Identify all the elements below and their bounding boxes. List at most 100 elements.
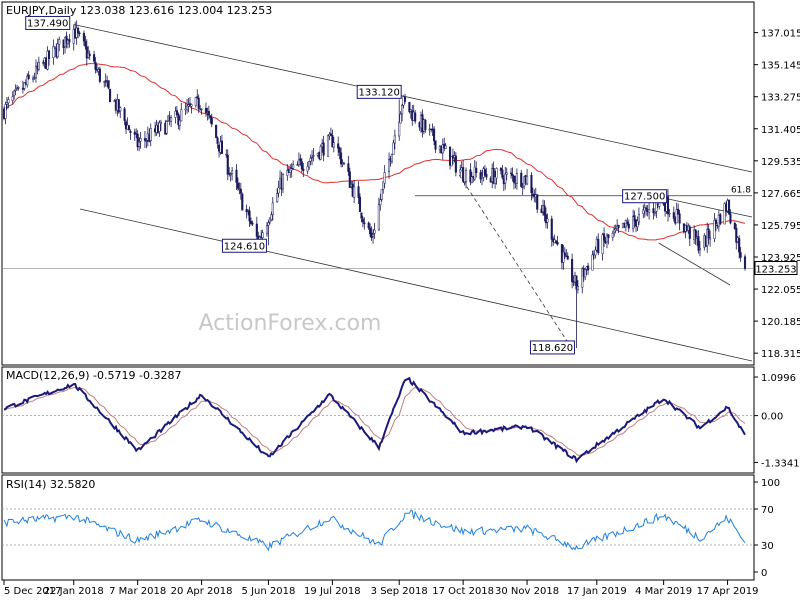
- candle: [33, 72, 36, 80]
- candle: [78, 31, 81, 37]
- candle: [733, 221, 736, 230]
- candle: [215, 124, 218, 139]
- candle: [672, 206, 675, 222]
- candle: [306, 161, 309, 175]
- candle: [207, 105, 210, 120]
- candle: [632, 209, 635, 233]
- candle: [229, 172, 232, 182]
- y-tick-label: 127.665: [761, 189, 800, 200]
- candle: [200, 108, 203, 115]
- candle: [197, 94, 200, 113]
- candle: [268, 216, 271, 225]
- candle: [17, 86, 20, 91]
- candle: [719, 213, 722, 226]
- candle: [26, 73, 29, 88]
- candle: [613, 225, 616, 237]
- y-tick-label: 118.315: [761, 349, 800, 360]
- candle: [340, 147, 343, 168]
- candle: [642, 204, 645, 219]
- candle: [521, 182, 524, 195]
- candle: [584, 268, 587, 281]
- candle: [462, 159, 465, 183]
- candle: [501, 164, 504, 180]
- candle: [143, 131, 146, 148]
- candle: [308, 160, 311, 170]
- candle: [603, 227, 606, 247]
- candle: [27, 71, 30, 80]
- candle: [265, 221, 269, 237]
- candle: [194, 96, 197, 108]
- price-panel: ActionForex.com 61.8 137.490 133.120 124.6…: [1, 1, 800, 366]
- macd-line: [4, 376, 746, 464]
- x-tick-label: 19 Jul 2018: [304, 586, 361, 597]
- candle: [739, 247, 742, 262]
- candle: [228, 167, 231, 177]
- candle: [220, 134, 223, 154]
- candle: [543, 200, 546, 222]
- x-tick-label: 17 Oct 2018: [432, 586, 494, 597]
- candle: [454, 152, 457, 177]
- candle: [470, 171, 473, 184]
- candle: [633, 210, 636, 228]
- candle: [398, 99, 401, 141]
- candle: [526, 168, 529, 186]
- ma-line: [3, 63, 746, 241]
- candle: [652, 201, 655, 220]
- candle: [677, 203, 680, 215]
- candle: [515, 168, 518, 190]
- candle: [555, 240, 558, 245]
- candle: [312, 147, 315, 162]
- annotation-text: 137.490: [27, 18, 68, 29]
- candle: [449, 146, 452, 170]
- candle: [594, 246, 597, 259]
- candlesticks: [2, 20, 747, 348]
- wedge-upper-line: [663, 197, 753, 218]
- rsi-tick-label: 0: [761, 568, 767, 579]
- candle: [11, 91, 14, 105]
- candle: [479, 169, 482, 184]
- candle: [694, 229, 697, 245]
- candle: [697, 230, 700, 254]
- dashed-projection-line: [458, 174, 572, 349]
- rsi-panel: RSI(14) 32.5820 100 70 30 0: [1, 474, 780, 581]
- price-annotation-label: 137.490: [25, 15, 71, 30]
- candle: [727, 199, 731, 215]
- candle: [575, 275, 578, 348]
- lower-channel-line: [79, 208, 753, 362]
- candle: [369, 223, 372, 238]
- candle: [248, 206, 251, 227]
- candle: [434, 140, 437, 154]
- candle: [393, 129, 396, 150]
- candle: [231, 166, 234, 181]
- candle: [475, 161, 478, 178]
- x-tick-label: 20 Apr 2018: [171, 586, 233, 597]
- candle: [225, 149, 228, 158]
- candle: [511, 167, 514, 182]
- candle: [271, 197, 274, 221]
- candle: [226, 149, 229, 181]
- price-y-axis: 137.015 135.145 133.275 131.405 129.535 127.6…: [754, 29, 800, 360]
- candle: [255, 216, 258, 241]
- rsi-tick-label: 100: [761, 478, 780, 489]
- fib-level-label: 61.8: [731, 186, 751, 196]
- candle: [145, 138, 148, 149]
- candle: [190, 103, 193, 114]
- candle: [653, 211, 656, 217]
- candle: [4, 101, 7, 125]
- candle: [186, 98, 189, 114]
- candle: [216, 136, 219, 149]
- candle: [281, 172, 285, 194]
- price-panel-frame: [1, 1, 755, 366]
- price-annotations: 137.490 133.120 124.610 127.500 118.620: [25, 15, 668, 355]
- x-tick-label: 5 Jun 2018: [242, 586, 296, 597]
- candle: [133, 128, 136, 141]
- macd-panel: MACD(12,26,9) -0.5719 -0.3287 1.0996 0.00…: [1, 366, 800, 474]
- candle: [241, 192, 244, 211]
- candle: [485, 167, 488, 180]
- candle: [338, 146, 341, 160]
- candle: [5, 96, 8, 110]
- candle: [13, 90, 16, 100]
- candle: [21, 80, 24, 94]
- candle: [249, 217, 253, 226]
- candle: [450, 156, 453, 167]
